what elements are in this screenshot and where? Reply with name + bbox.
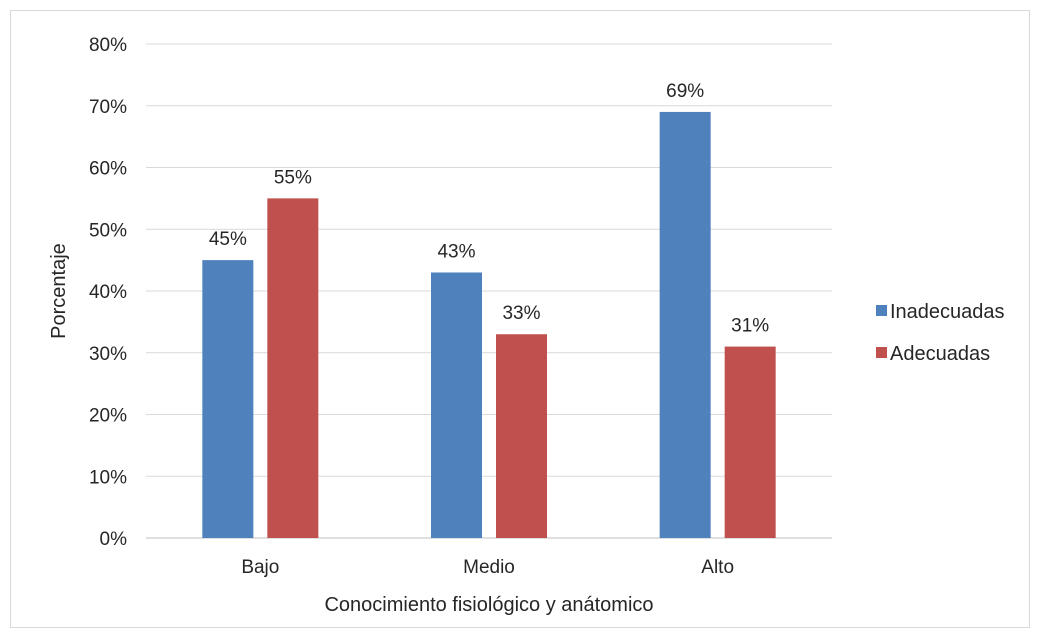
y-tick-label: 40% bbox=[89, 282, 127, 303]
data-labels: 45% 55% 43% 33% 69% 31% bbox=[209, 81, 769, 337]
legend-swatch-inadecuadas bbox=[876, 305, 887, 316]
legend: Inadecuadas Adecuadas bbox=[876, 301, 1005, 365]
x-tick-label: Bajo bbox=[241, 557, 279, 578]
data-label: 69% bbox=[666, 81, 704, 102]
legend-label-adecuadas: Adecuadas bbox=[890, 343, 990, 365]
data-label: 33% bbox=[502, 303, 540, 324]
bar-adecuadas-medio bbox=[496, 334, 547, 538]
y-tick-label: 10% bbox=[89, 467, 127, 488]
y-tick-label: 50% bbox=[89, 220, 127, 241]
bar-inadecuadas-medio bbox=[431, 272, 482, 538]
data-label: 45% bbox=[209, 229, 247, 250]
y-tick-label: 70% bbox=[89, 97, 127, 118]
bar-inadecuadas-alto bbox=[659, 111, 711, 539]
y-tick-label: 20% bbox=[89, 406, 127, 427]
y-axis-title: Porcentaje bbox=[48, 243, 70, 339]
x-axis-tick-labels: Bajo Medio Alto bbox=[241, 557, 734, 578]
legend-label-inadecuadas: Inadecuadas bbox=[890, 301, 1005, 323]
bars bbox=[202, 111, 776, 539]
x-axis-title: Conocimiento fisiológico y anátomico bbox=[324, 594, 653, 616]
data-label: 43% bbox=[437, 241, 475, 262]
data-label: 55% bbox=[274, 167, 312, 188]
bar-inadecuadas-bajo bbox=[202, 260, 254, 538]
y-tick-label: 60% bbox=[89, 159, 127, 180]
y-axis-tick-labels: 0% 10% 20% 30% 40% 50% 60% 70% 80% bbox=[89, 35, 127, 550]
x-tick-label: Medio bbox=[463, 557, 515, 578]
x-tick-label: Alto bbox=[701, 557, 734, 578]
gridlines bbox=[146, 43, 832, 539]
y-tick-label: 30% bbox=[89, 344, 127, 365]
data-label: 31% bbox=[731, 316, 769, 337]
legend-swatch-adecuadas bbox=[876, 347, 887, 358]
y-tick-label: 80% bbox=[89, 35, 127, 56]
bar-adecuadas-bajo bbox=[267, 198, 319, 538]
y-tick-label: 0% bbox=[100, 529, 128, 550]
bar-adecuadas-alto bbox=[724, 346, 776, 538]
